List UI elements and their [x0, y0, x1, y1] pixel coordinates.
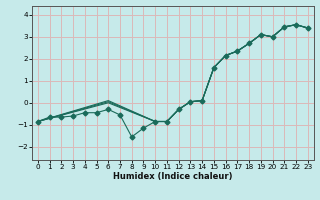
- X-axis label: Humidex (Indice chaleur): Humidex (Indice chaleur): [113, 172, 233, 181]
